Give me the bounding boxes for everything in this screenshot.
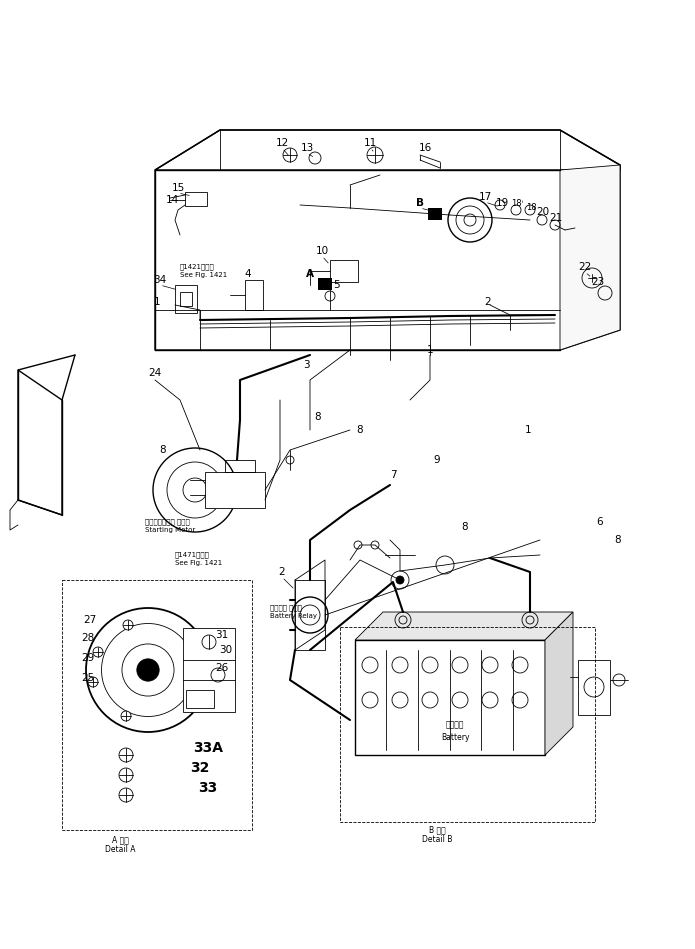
Text: B: B (416, 198, 424, 208)
Bar (578, 660, 610, 715)
Bar (186, 690, 214, 708)
Text: 1: 1 (525, 425, 531, 435)
Text: Detail B: Detail B (422, 835, 452, 845)
Text: 32: 32 (190, 761, 210, 775)
Text: 2: 2 (279, 567, 286, 577)
Text: 5: 5 (333, 280, 339, 290)
Bar (295, 580, 325, 650)
Text: スターティング モータ: スターティング モータ (145, 519, 190, 526)
Text: バッテリ リレー: バッテリ リレー (270, 605, 302, 611)
Bar (330, 260, 358, 282)
Text: 第1421図参照: 第1421図参照 (180, 264, 215, 270)
Text: 21: 21 (549, 213, 563, 223)
Circle shape (93, 647, 103, 657)
Text: 33: 33 (198, 781, 218, 795)
Text: See Fig. 1421: See Fig. 1421 (175, 560, 222, 566)
Circle shape (137, 659, 159, 681)
Text: B 詳細: B 詳細 (429, 826, 445, 834)
Text: 8: 8 (461, 522, 468, 532)
Circle shape (88, 677, 98, 687)
Bar (245, 280, 263, 310)
Text: 17: 17 (478, 192, 491, 202)
Text: 18ⁱ: 18ⁱ (511, 198, 523, 208)
Text: 4: 4 (245, 269, 252, 279)
Text: 8: 8 (357, 425, 363, 435)
Text: 2: 2 (484, 297, 491, 307)
Text: 8: 8 (315, 412, 321, 422)
Bar (355, 640, 545, 755)
Text: 33A: 33A (193, 741, 223, 755)
Text: 7: 7 (390, 470, 396, 480)
Text: 24: 24 (148, 368, 162, 378)
Text: 19: 19 (496, 198, 509, 208)
Text: 1: 1 (427, 345, 433, 355)
Text: 34: 34 (154, 275, 167, 285)
Circle shape (123, 620, 133, 630)
Text: A 詳細: A 詳細 (112, 835, 129, 845)
Text: 29: 29 (81, 653, 95, 663)
Bar (340, 627, 595, 822)
Bar (225, 460, 255, 472)
Text: Battery: Battery (441, 733, 469, 741)
Text: 25: 25 (81, 673, 95, 683)
Text: 6: 6 (597, 517, 603, 527)
Text: 26: 26 (215, 663, 229, 673)
Bar (62, 580, 252, 830)
Text: 12: 12 (275, 138, 288, 148)
Polygon shape (155, 130, 620, 170)
Bar (180, 292, 192, 306)
Text: 13: 13 (300, 143, 313, 153)
Bar (175, 285, 197, 313)
Polygon shape (355, 612, 573, 640)
Circle shape (121, 711, 131, 721)
Text: 3: 3 (303, 360, 309, 370)
Bar (185, 192, 207, 206)
Text: 22: 22 (578, 262, 591, 272)
Text: Starting Motor: Starting Motor (145, 527, 195, 533)
Text: 20: 20 (537, 207, 550, 217)
Text: 1: 1 (154, 297, 161, 307)
Circle shape (396, 576, 404, 584)
Text: 27: 27 (83, 615, 97, 625)
Text: バッテリ: バッテリ (445, 720, 464, 730)
Text: 11: 11 (363, 138, 377, 148)
Text: See Fig. 1421: See Fig. 1421 (180, 272, 227, 278)
Text: 16: 16 (418, 143, 432, 153)
Text: 10: 10 (316, 246, 329, 256)
Text: Detail A: Detail A (105, 846, 136, 854)
Text: A: A (306, 269, 314, 279)
Polygon shape (205, 472, 265, 508)
Polygon shape (18, 370, 62, 515)
Text: 8: 8 (160, 445, 166, 455)
Bar (428, 208, 442, 220)
Text: 23: 23 (591, 277, 605, 287)
Text: 31: 31 (215, 630, 229, 640)
Polygon shape (560, 165, 620, 350)
Text: Battery Relay: Battery Relay (270, 613, 317, 619)
Text: 28: 28 (81, 633, 95, 643)
Bar (183, 628, 235, 712)
Text: 14: 14 (165, 195, 179, 205)
Text: 18: 18 (525, 202, 537, 212)
Text: 8: 8 (614, 535, 621, 545)
Text: 15: 15 (172, 183, 185, 193)
Bar (318, 278, 332, 290)
Text: 第1471図参照: 第1471図参照 (175, 551, 210, 558)
Text: 30: 30 (220, 645, 233, 655)
Polygon shape (545, 612, 573, 755)
Text: 9: 9 (434, 455, 441, 465)
